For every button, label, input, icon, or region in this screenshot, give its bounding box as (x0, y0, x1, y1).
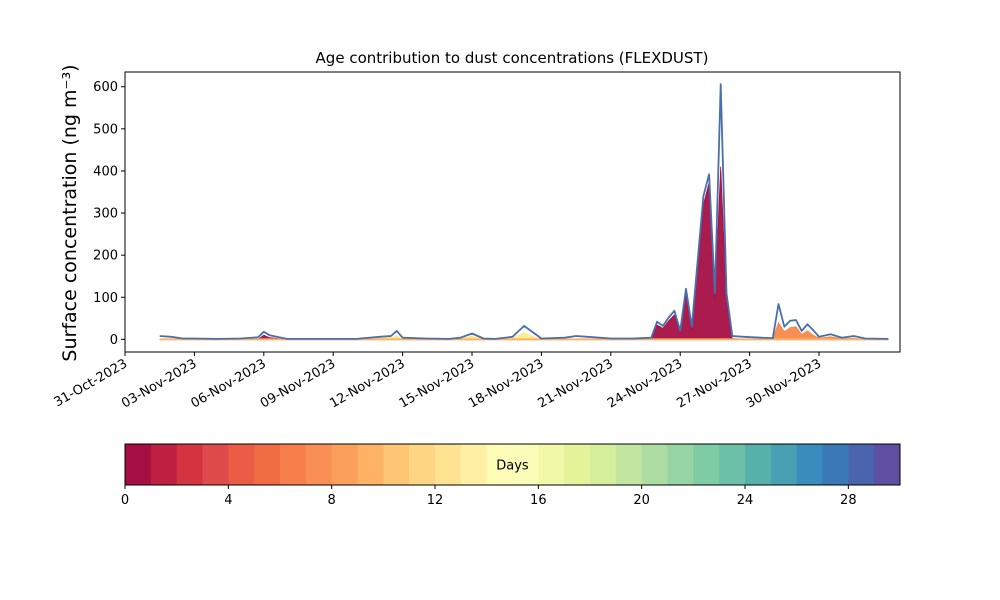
colorbar-cell (331, 444, 358, 485)
y-axis-label: Surface concentration (ng m⁻³) (59, 64, 81, 361)
colorbar-cell (693, 444, 720, 485)
colorbar-cell (641, 444, 668, 485)
colorbar-cell (745, 444, 772, 485)
colorbar-cell (874, 444, 901, 485)
chart-title: Age contribution to dust concentrations … (316, 49, 709, 67)
colorbar-tick-label: 12 (427, 493, 444, 508)
x-tick-label: 15-Nov-2023 (397, 356, 477, 411)
series-area-1 (159, 166, 889, 340)
colorbar-cell (848, 444, 875, 485)
y-tick-label: 100 (93, 291, 118, 306)
colorbar-cell (125, 444, 152, 485)
colorbar-cell (796, 444, 823, 485)
y-tick-label: 500 (93, 122, 118, 137)
colorbar-tick-label: 20 (633, 493, 650, 508)
colorbar-tick-label: 28 (840, 493, 857, 508)
x-tick-label: 12-Nov-2023 (327, 356, 407, 411)
series-area-2 (761, 321, 866, 340)
colorbar-cell (176, 444, 203, 485)
x-tick-label: 06-Nov-2023 (189, 356, 269, 411)
x-tick-label: 30-Nov-2023 (744, 356, 824, 411)
plot-frame (124, 71, 901, 353)
colorbar-cell (202, 444, 229, 485)
colorbar-cell (719, 444, 746, 485)
colorbar-cell (383, 444, 410, 485)
colorbar-tick-label: 16 (530, 493, 547, 508)
y-tick-label: 200 (93, 249, 118, 264)
x-tick-label: 09-Nov-2023 (258, 356, 338, 411)
colorbar-cell (460, 444, 488, 485)
y-tick-label: 600 (93, 80, 118, 95)
colorbar-tick-label: 8 (328, 493, 336, 508)
colorbar-cell (615, 444, 643, 485)
x-tick-label: 21-Nov-2023 (536, 356, 616, 411)
colorbar-cell (228, 444, 255, 485)
y-tick-label: 400 (93, 164, 118, 179)
colorbar-frame (124, 443, 901, 486)
colorbar-cell (409, 444, 436, 485)
plot-area: 0 100 200 300 400 500 600 31-Oct-202303-Nov-202… (52, 71, 901, 411)
colorbar-cell (435, 444, 462, 485)
x-tick-label: 27-Nov-2023 (674, 356, 754, 411)
colorbar-cell (564, 444, 591, 485)
colorbar-tick-label: 24 (737, 493, 754, 508)
y-tick-label: 300 (93, 207, 118, 222)
colorbar-cell (590, 444, 617, 485)
x-tick-label: 18-Nov-2023 (466, 356, 546, 411)
colorbar-cell (512, 444, 539, 485)
colorbar-cell (667, 444, 694, 485)
colorbar-label: Days (496, 459, 529, 474)
colorbar-cell (538, 444, 565, 485)
series-line-total (159, 83, 889, 340)
colorbar-cell (280, 444, 307, 485)
colorbar-cell (150, 444, 178, 485)
colorbar-cell (486, 444, 513, 485)
colorbar-cell (770, 444, 798, 485)
colorbar-cell (254, 444, 281, 485)
colorbar-cell (357, 444, 384, 485)
x-tick-label: 24-Nov-2023 (605, 356, 685, 411)
colorbar: 0 4 8 12 16 20 24 28 Days (121, 443, 901, 508)
colorbar-cell (305, 444, 333, 485)
colorbar-cell (822, 444, 849, 485)
colorbar-tick-label: 4 (224, 493, 232, 508)
colorbar-tick-label: 0 (121, 493, 129, 508)
baseline-fill (159, 338, 889, 341)
y-tick-label: 0 (110, 333, 118, 348)
x-tick-label: 31-Oct-2023 (52, 356, 130, 410)
x-tick-label: 03-Nov-2023 (119, 356, 199, 411)
